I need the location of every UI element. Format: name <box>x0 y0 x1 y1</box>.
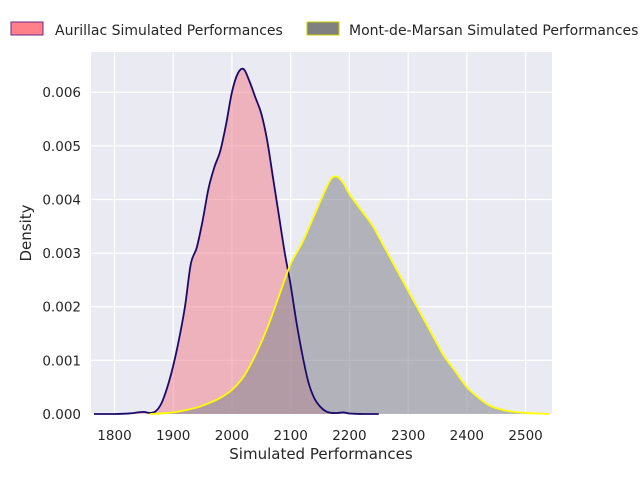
y-axis-ticks: 0.000 0.001 0.002 0.003 0.004 0.005 0.006 <box>42 85 81 423</box>
y-tick-label: 0.006 <box>42 85 81 101</box>
y-tick-label: 0.005 <box>42 139 81 155</box>
legend-swatch-aurillac <box>10 21 44 36</box>
legend: Aurillac Simulated Performances Mont-de-… <box>10 21 638 39</box>
x-tick-label: 1800 <box>97 428 131 444</box>
density-line-aurillac <box>93 67 379 415</box>
x-tick-label: 2100 <box>273 428 307 444</box>
y-tick-label: 0.003 <box>42 246 81 262</box>
x-tick-label: 2200 <box>332 428 366 444</box>
density-area-aurillac <box>93 68 379 415</box>
density-line-mont-de-marsan <box>149 175 550 415</box>
x-tick-label: 2000 <box>215 428 249 444</box>
x-tick-label: 2300 <box>391 428 425 444</box>
x-axis-label: Simulated Performances <box>229 445 413 463</box>
legend-label-mont-de-marsan: Mont-de-Marsan Simulated Performances <box>349 23 638 39</box>
y-tick-label: 0.004 <box>42 192 81 208</box>
y-axis-label: Density <box>17 204 35 261</box>
density-area-mont-de-marsan <box>149 176 550 414</box>
legend-label-aurillac: Aurillac Simulated Performances <box>55 23 283 39</box>
legend-swatch-mont-de-marsan <box>306 21 340 36</box>
x-tick-label: 1900 <box>156 428 190 444</box>
x-axis-ticks: 1800 1900 2000 2100 2200 2300 2400 2500 <box>97 428 542 444</box>
y-tick-label: 0.002 <box>42 300 81 316</box>
y-tick-label: 0.000 <box>42 407 81 423</box>
y-tick-label: 0.001 <box>42 353 81 369</box>
x-tick-label: 2400 <box>450 428 484 444</box>
series-layer <box>93 67 550 415</box>
x-tick-label: 2500 <box>508 428 542 444</box>
